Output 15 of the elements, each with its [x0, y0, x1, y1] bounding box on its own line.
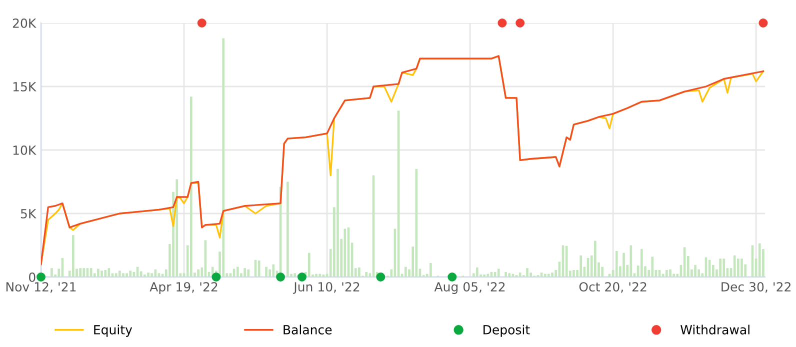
y-tick-label: 0: [29, 272, 36, 282]
legend-label: Withdrawal: [680, 324, 750, 334]
x-tick-label: Jun 10, '22: [293, 282, 360, 294]
x-tick-label: Dec 30, '22: [722, 282, 790, 293]
y-tick-label: 15K: [13, 82, 36, 92]
x-tick-label: Aug 05, '22: [434, 282, 505, 294]
legend-label: Deposit: [484, 324, 530, 337]
x-tick-label: Apr 19, '22: [150, 282, 218, 294]
legend-label: Balance: [284, 324, 332, 334]
x-tick-label: Oct 20, '22: [579, 282, 646, 293]
y-tick-label: 5K: [20, 209, 36, 218]
legend-label: Equity: [94, 324, 132, 337]
y-tick-label: 10K: [13, 145, 36, 155]
x-tick-label: Nov 12, '21: [6, 282, 76, 293]
y-tick-label: 20K: [12, 18, 36, 28]
